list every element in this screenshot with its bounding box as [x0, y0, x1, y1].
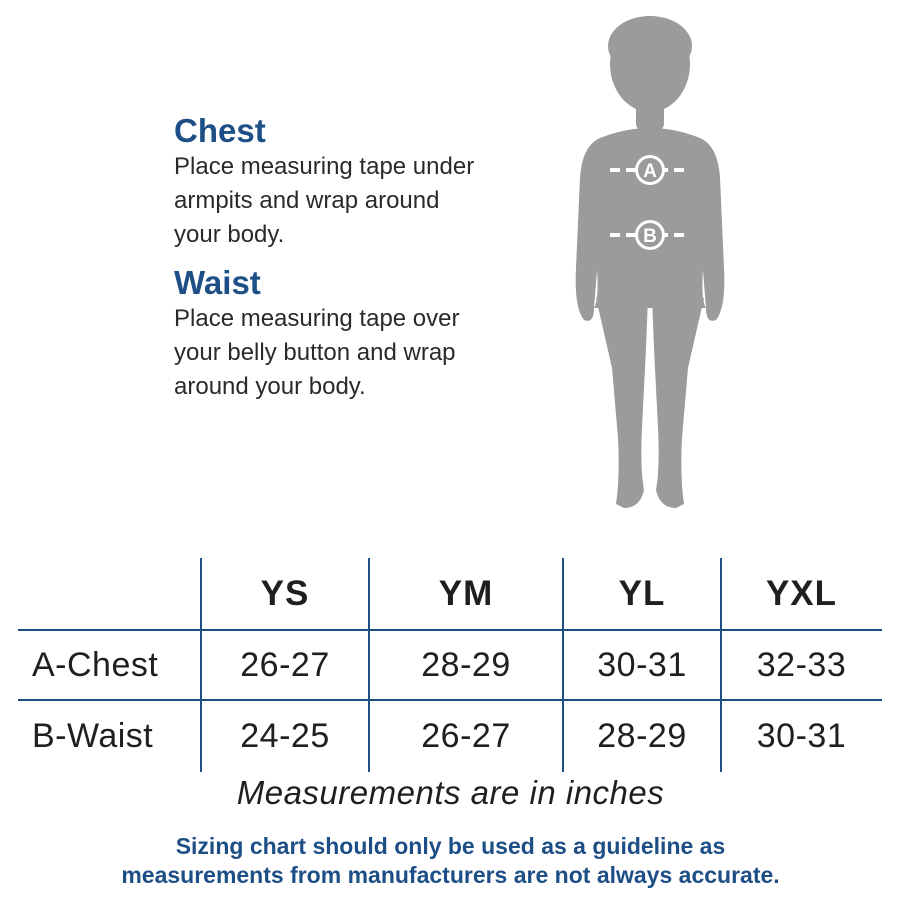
column-header-ym: YM	[438, 574, 494, 613]
chest-heading: Chest	[174, 112, 266, 149]
waist-text-line: your belly button and wrap	[174, 339, 456, 366]
measurement-instructions: Chest Place measuring tape under armpits…	[174, 112, 554, 404]
row-label-waist: B-Waist	[32, 716, 154, 755]
column-header-yxl: YXL	[765, 574, 838, 613]
silhouette-svg: A B	[575, 16, 725, 508]
disclaimer: Sizing chart should only be used as a gu…	[0, 832, 901, 890]
chest-text-line: armpits and wrap around	[174, 187, 440, 214]
table-cell: 26-27	[240, 645, 330, 684]
table-cell: 28-29	[597, 716, 687, 755]
size-table: YS YM YL YXL A-Chest 26-27 28-29 30-31 3…	[18, 558, 882, 772]
marker-a-label: A	[643, 161, 657, 182]
row-label-chest: A-Chest	[32, 645, 159, 684]
units-note: Measurements are in inches	[236, 774, 665, 811]
table-cell: 30-31	[597, 645, 687, 684]
waist-heading: Waist	[174, 264, 261, 301]
waist-text: Place measuring tape over your belly but…	[174, 302, 554, 404]
chest-text: Place measuring tape under armpits and w…	[174, 150, 554, 252]
waist-text-line: Place measuring tape over	[174, 305, 460, 332]
table-cell: 28-29	[421, 645, 511, 684]
column-header-yl: YL	[618, 574, 666, 613]
waist-text-line: around your body.	[174, 373, 366, 400]
table-cell: 26-27	[421, 716, 511, 755]
child-silhouette-icon: A B	[560, 8, 740, 518]
table-cell: 24-25	[240, 716, 330, 755]
table-cell: 30-31	[756, 716, 847, 755]
waist-marker-b: B	[610, 220, 690, 250]
marker-b-label: B	[643, 226, 657, 247]
disclaimer-line: Sizing chart should only be used as a gu…	[175, 833, 726, 859]
chest-instructions: Chest Place measuring tape under armpits…	[174, 112, 554, 252]
waist-instructions: Waist Place measuring tape over your bel…	[174, 264, 554, 404]
chest-marker-a: A	[610, 155, 690, 185]
chest-text-line: Place measuring tape under	[174, 153, 475, 180]
table-cell: 32-33	[756, 645, 847, 684]
column-header-ys: YS	[260, 574, 310, 613]
chest-text-line: your body.	[174, 221, 285, 248]
disclaimer-line: measurements from manufacturers are not …	[121, 862, 780, 888]
table-grid	[18, 558, 882, 772]
